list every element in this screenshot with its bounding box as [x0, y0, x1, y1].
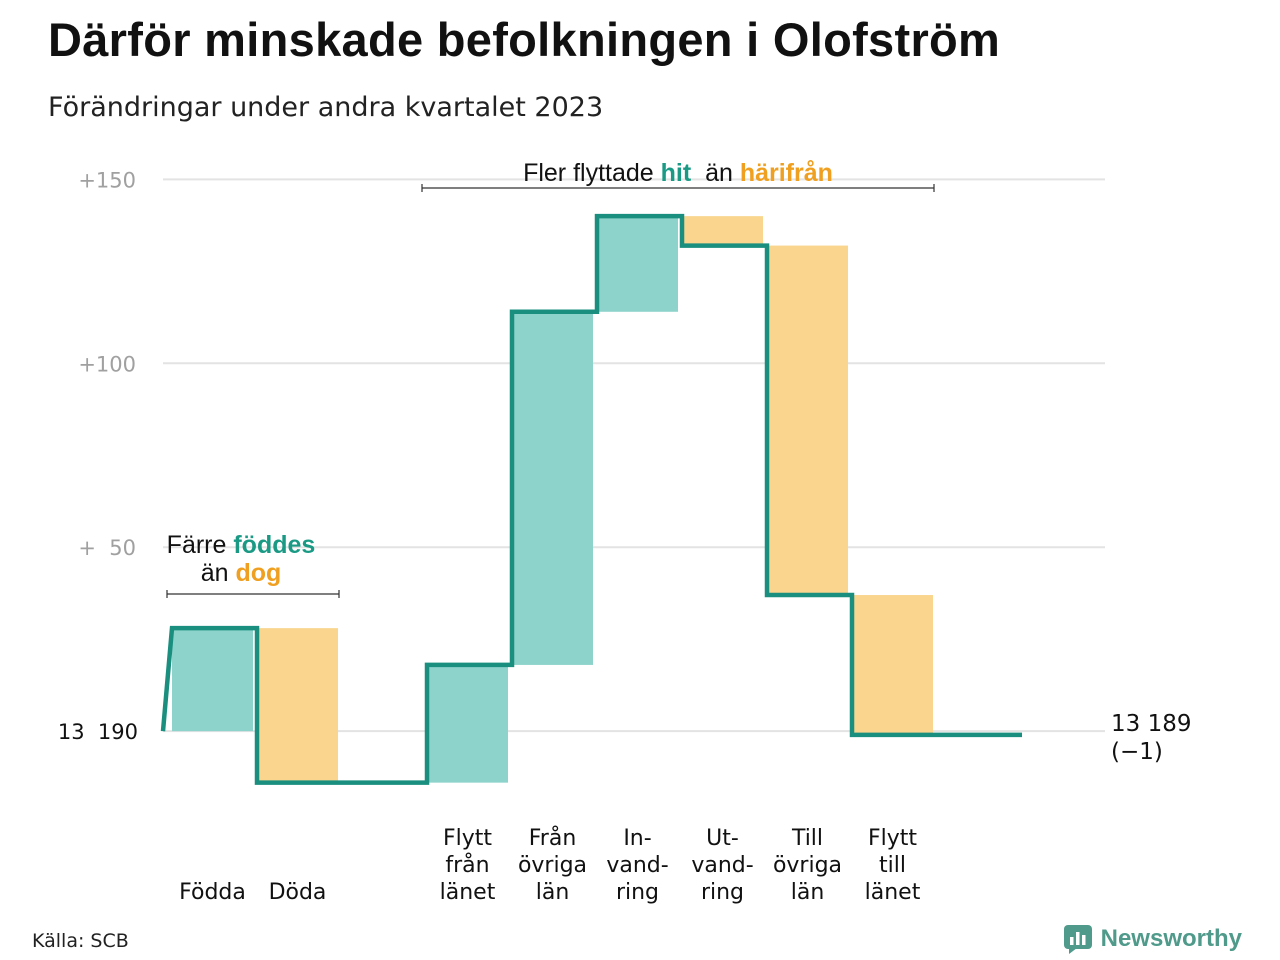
category-label: från	[445, 852, 489, 878]
start-value-label: 13 190	[58, 720, 138, 744]
chart-subtitle: Förändringar under andra kvartalet 2023	[48, 92, 604, 123]
decrease-bar	[682, 216, 763, 246]
y-tick-label: +150	[78, 168, 136, 192]
category-label: Från	[529, 825, 577, 851]
category-label: Till	[791, 826, 823, 851]
category-label: Döda	[269, 880, 327, 905]
end-change-label: (−1)	[1111, 739, 1163, 765]
value-labels: 13 189(−1)	[1111, 711, 1191, 765]
brand-name: Newsworthy	[1100, 925, 1242, 952]
category-label: länet	[865, 880, 921, 905]
category-label: län	[791, 880, 825, 905]
brand-logo: Newsworthy	[1063, 924, 1242, 954]
decrease-bar	[852, 595, 933, 735]
source-note: Källa: SCB	[32, 930, 129, 952]
bars	[172, 216, 933, 783]
category-label: vand-	[691, 853, 753, 878]
category-labels: Födda DödaFlyttfrånlänetFrånövrigalänIn-v…	[179, 825, 921, 905]
annotation-segment: hit	[661, 159, 692, 187]
annotation-text: än dog	[201, 559, 282, 587]
category-label: ring	[701, 880, 744, 905]
annotation-segment: härifrån	[740, 159, 833, 187]
annotation-segment: dog	[235, 559, 281, 587]
step-lines	[160, 213, 1022, 785]
annotation-segment: än	[691, 159, 740, 187]
increase-bar	[597, 216, 678, 312]
category-label: ring	[616, 880, 659, 905]
annotation-text: Fler flyttade hit än härifrån	[523, 159, 833, 187]
category-label: övriga	[518, 853, 587, 878]
category-label: Ut-	[706, 826, 739, 851]
cumulative-step-line	[160, 213, 1022, 785]
category-label: Flytt	[443, 826, 492, 851]
category-label: till	[879, 853, 906, 878]
annotation-text: Färre föddes	[167, 531, 316, 559]
end-value-label: 13 189	[1111, 711, 1191, 737]
y-tick-label: +100	[78, 352, 136, 376]
decrease-bar	[257, 628, 338, 783]
y-tick-label: + 50	[78, 536, 136, 560]
category-label: Flytt	[868, 826, 917, 851]
annotation-segment: Färre	[167, 531, 234, 559]
category-label: län	[536, 880, 570, 905]
category-label: vand-	[606, 853, 668, 878]
newsworthy-logo-icon	[1063, 925, 1092, 954]
annotation-segment: föddes	[233, 531, 315, 559]
increase-bar	[172, 628, 253, 732]
decrease-bar	[767, 245, 848, 596]
category-label: In-	[623, 826, 651, 851]
increase-bar	[512, 311, 593, 665]
annotation-segment: Fler flyttade	[523, 159, 661, 187]
category-label: länet	[440, 880, 496, 905]
chart-title: Därför minskade befolkningen i Olofström	[48, 13, 1001, 66]
annotation-segment: än	[201, 559, 236, 587]
category-label: övriga	[773, 853, 842, 878]
y-axis-ticks: +150 +100 + 50 13 190	[58, 168, 138, 744]
increase-bar	[427, 664, 508, 783]
category-label: Födda	[179, 880, 246, 905]
